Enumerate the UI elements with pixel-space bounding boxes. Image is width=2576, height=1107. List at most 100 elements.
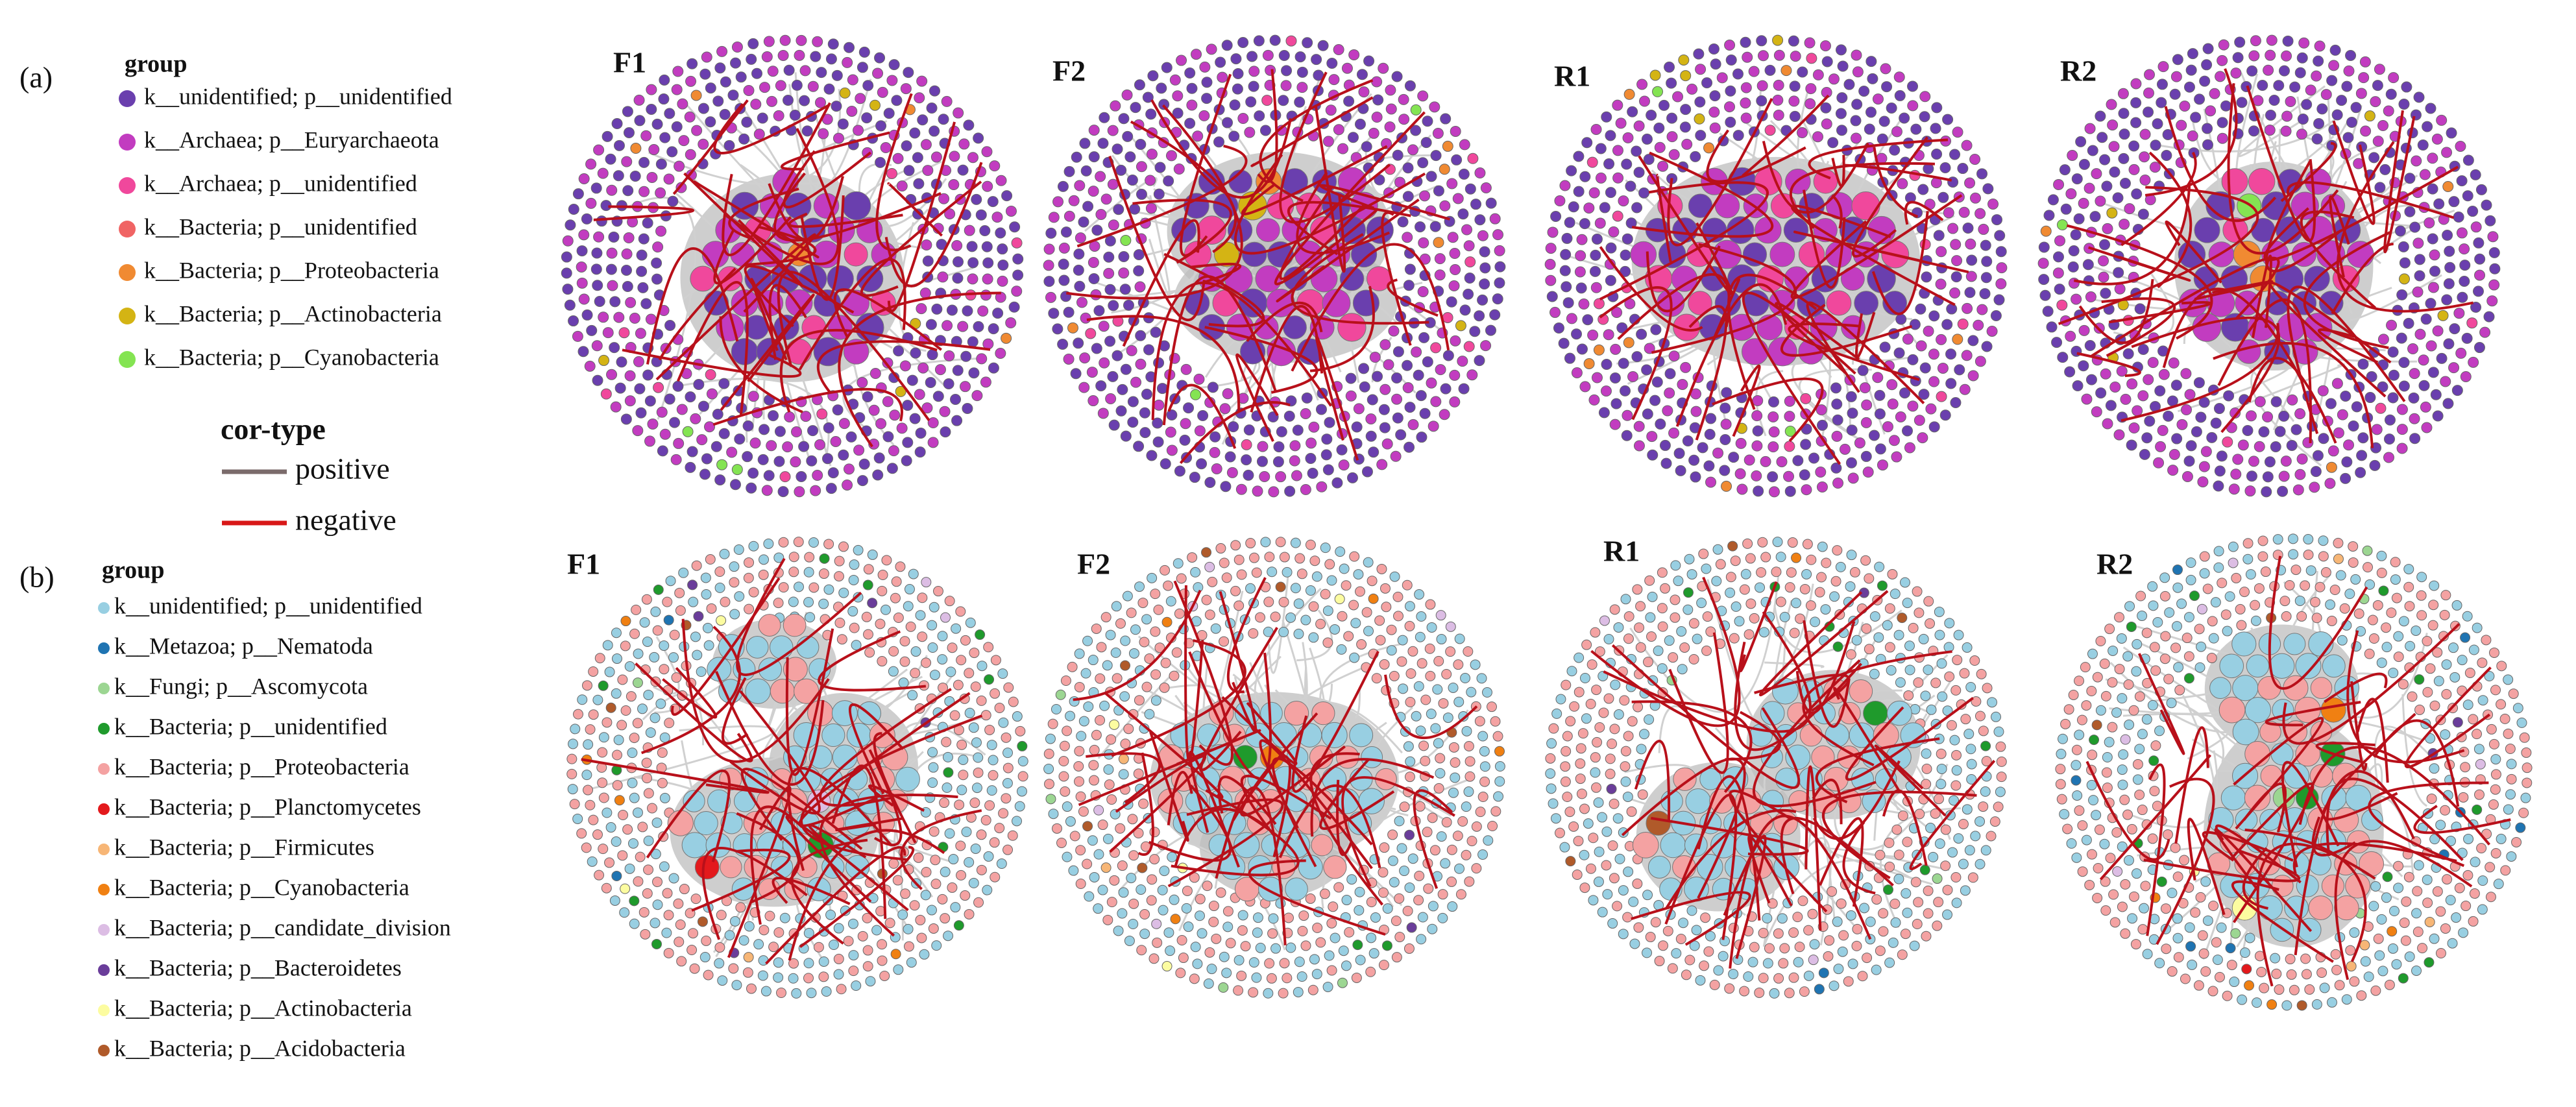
node (1244, 127, 1256, 138)
node (827, 38, 839, 50)
node (659, 664, 670, 675)
node (1343, 95, 1355, 107)
node (1852, 66, 1864, 78)
node (909, 900, 920, 911)
node (1467, 152, 1479, 164)
node (1080, 312, 1091, 324)
node (1652, 86, 1664, 97)
node (1194, 910, 1205, 921)
node (2199, 75, 2211, 87)
node (1965, 681, 1976, 692)
node (2184, 389, 2196, 400)
node (862, 912, 873, 923)
node (1851, 99, 1863, 110)
node (616, 720, 627, 731)
node (1387, 855, 1398, 866)
node (2277, 485, 2289, 497)
node (652, 625, 663, 636)
node (1002, 844, 1014, 855)
node (2481, 199, 2492, 211)
node (1597, 906, 1608, 918)
node (2318, 551, 2329, 562)
node (1901, 888, 1912, 899)
node (1296, 568, 1307, 579)
node (1780, 65, 1792, 77)
node (1415, 725, 1426, 736)
node (947, 642, 958, 653)
node (1404, 620, 1415, 631)
node (1708, 106, 1720, 118)
node (927, 437, 939, 448)
edge-negative (2120, 151, 2197, 247)
edge-negative (848, 703, 905, 795)
node (663, 910, 674, 921)
edge-negative (1851, 136, 1929, 258)
node (2404, 173, 2416, 184)
node (1490, 716, 1501, 727)
node (1888, 937, 1899, 948)
node (2257, 675, 2281, 700)
node (1936, 763, 1947, 774)
node (2065, 330, 2076, 342)
node (1625, 217, 1637, 229)
node (1369, 352, 1381, 363)
node (1893, 873, 1904, 884)
node (833, 969, 844, 980)
node (1942, 884, 1953, 895)
node (1296, 82, 1308, 93)
node (652, 241, 664, 253)
node (848, 950, 859, 961)
edge-negative (1806, 301, 1925, 404)
node (2143, 106, 2154, 118)
node (585, 799, 596, 810)
node (955, 840, 966, 851)
node (773, 456, 785, 467)
node (2437, 310, 2449, 321)
node (576, 277, 588, 289)
node (2281, 110, 2293, 122)
node (611, 870, 622, 881)
node (2195, 411, 2207, 423)
node (1389, 571, 1400, 582)
node (1433, 738, 1444, 749)
node (672, 380, 684, 392)
node (1754, 987, 1765, 998)
node (1862, 467, 1874, 478)
edge-negative (1188, 751, 1240, 868)
node (674, 160, 685, 172)
node (925, 376, 936, 388)
node (598, 311, 609, 323)
node (764, 910, 775, 921)
node (1419, 190, 1431, 202)
node (773, 957, 784, 968)
node (2202, 915, 2213, 926)
node (914, 446, 926, 458)
node (1647, 591, 1658, 602)
node (906, 957, 917, 968)
node (1728, 969, 1739, 980)
node (2337, 409, 2348, 420)
node (943, 378, 954, 389)
node (1058, 242, 1070, 254)
node (1463, 288, 1474, 300)
node (2475, 184, 2487, 195)
node (906, 374, 918, 386)
node (2102, 418, 2113, 430)
node (1190, 389, 1202, 400)
node (1381, 438, 1393, 450)
node (903, 67, 914, 79)
node (905, 621, 916, 632)
node (1248, 66, 1260, 77)
node (1893, 629, 1904, 640)
node (1134, 581, 1145, 592)
node (693, 378, 705, 390)
node (1063, 165, 1075, 177)
node (2340, 390, 2351, 402)
node (561, 267, 572, 279)
node (1293, 986, 1304, 997)
node (1326, 575, 1337, 586)
node (1404, 882, 1415, 893)
node (2117, 779, 2128, 790)
node (2458, 792, 2469, 803)
node (1913, 677, 1924, 688)
